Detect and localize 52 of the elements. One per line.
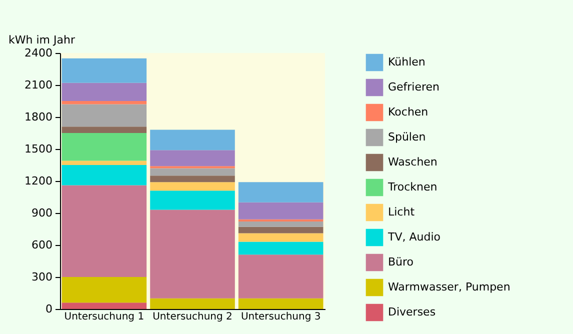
x-tick-label: Untersuchung 1 — [64, 312, 144, 322]
y-tick-label: 1800 — [24, 110, 52, 124]
bar — [62, 82, 147, 101]
legend-label: Waschen — [388, 156, 438, 168]
legend-label: Licht — [388, 206, 416, 218]
bar — [62, 160, 147, 165]
legend-label: Kühlen — [388, 56, 426, 68]
bar — [238, 233, 324, 242]
bar — [62, 58, 147, 83]
bar — [238, 219, 324, 222]
bar — [150, 182, 235, 191]
bar — [62, 185, 147, 277]
bar — [62, 101, 147, 104]
legend-label: Büro — [388, 256, 414, 268]
y-tick-label: 300 — [32, 270, 52, 284]
bar — [238, 226, 324, 234]
legend-label: Trocknen — [387, 180, 438, 194]
legend-label: Kochen — [388, 106, 428, 118]
y-tick-label: 600 — [32, 238, 52, 252]
y-tick-label: 1200 — [24, 174, 52, 188]
legend-label: Warmwasser, Pumpen — [388, 280, 510, 294]
bar — [150, 130, 235, 150]
bar — [62, 277, 147, 303]
bar — [238, 254, 324, 298]
bar — [150, 298, 235, 309]
x-tick-label: Untersuchung 2 — [152, 312, 232, 322]
bar — [62, 104, 147, 127]
y-tick-label: 2400 — [24, 46, 52, 60]
legend-label: TV, Audio — [387, 230, 441, 244]
bar — [150, 176, 235, 182]
bar — [62, 302, 147, 309]
y-tick-label: 900 — [32, 206, 52, 220]
bar — [238, 222, 324, 227]
bar — [238, 202, 324, 220]
bar — [238, 242, 324, 255]
y-tick-label: 2100 — [24, 78, 52, 92]
legend-label: Diverses — [388, 306, 436, 318]
bar — [62, 126, 147, 133]
bar — [150, 210, 235, 298]
bar — [62, 133, 147, 161]
bar — [150, 190, 235, 210]
y-tick-label: 0 — [46, 302, 52, 316]
y-tick-label: 1500 — [24, 142, 52, 156]
bar — [238, 182, 324, 202]
bar — [150, 168, 235, 176]
x-tick-label: Untersuchung 3 — [240, 312, 321, 322]
bar — [62, 165, 147, 186]
y-axis-title: kWh im Jahr — [8, 34, 76, 46]
legend-label: Spülen — [388, 130, 426, 144]
legend-label: Gefrieren — [388, 80, 440, 94]
bar — [238, 298, 324, 309]
bar — [150, 150, 235, 166]
